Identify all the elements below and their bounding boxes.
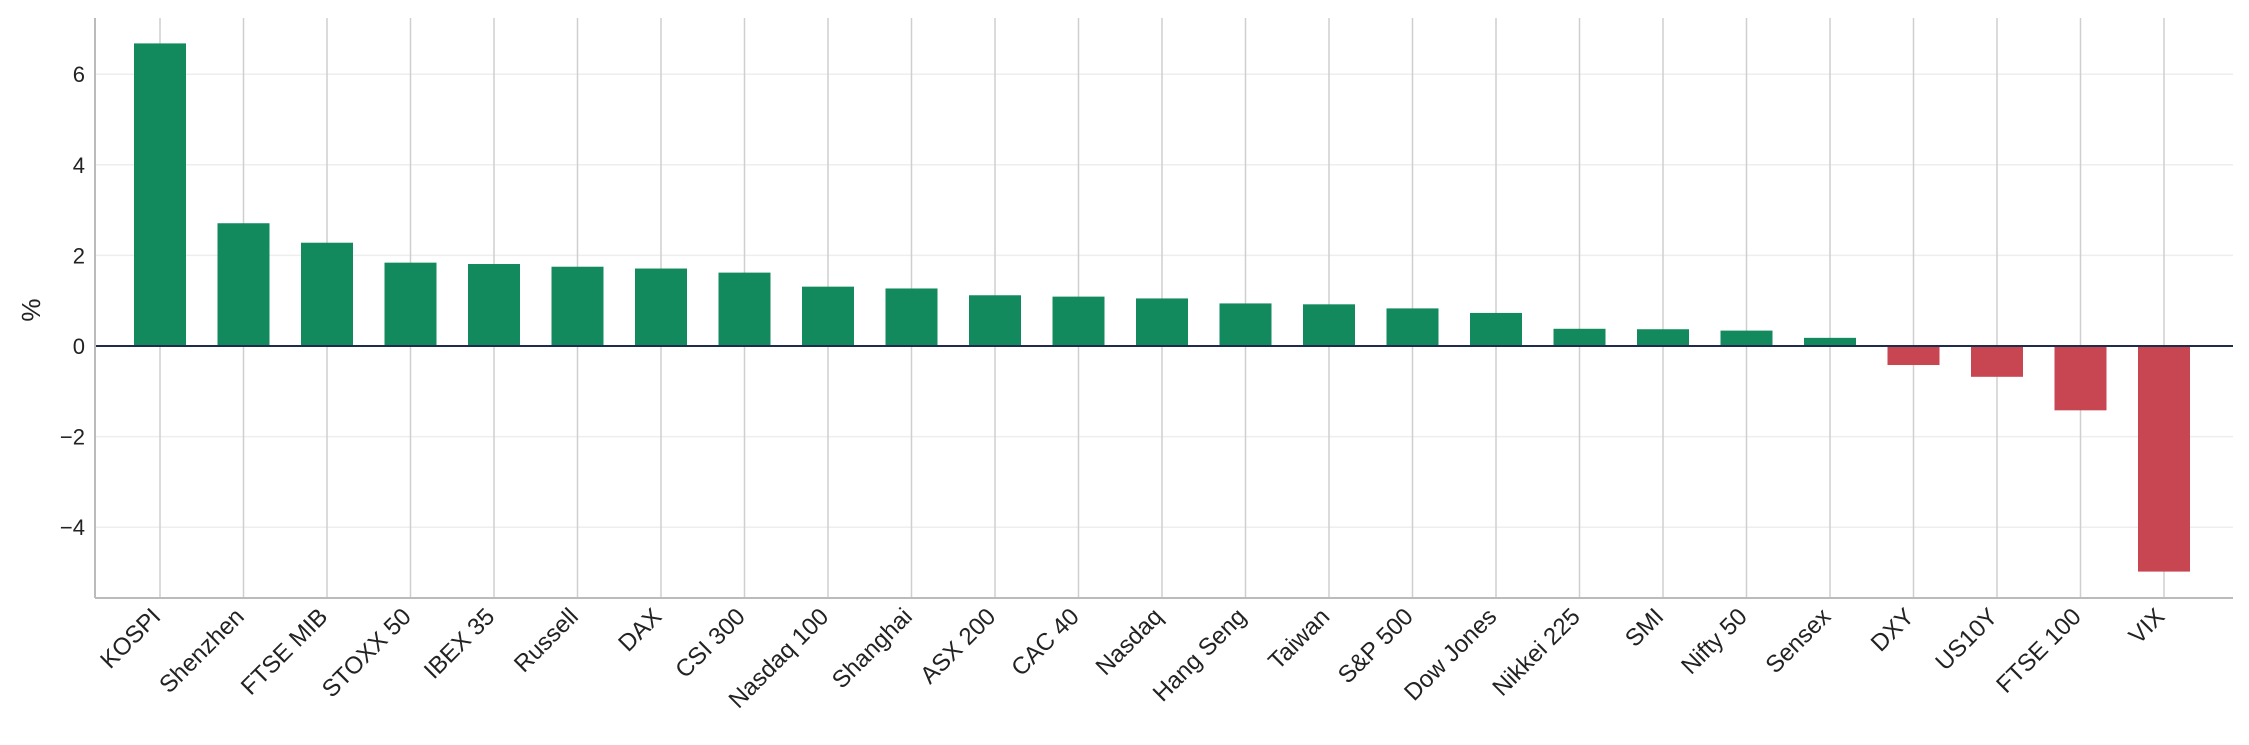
bar-taiwan [1303,304,1355,346]
x-tick-label: Nasdaq [1091,603,1169,681]
bar-ftse-100 [2054,346,2107,411]
x-tick-label: KOSPI [95,603,166,674]
x-tick-label: Taiwan [1263,603,1335,675]
x-tick-label: S&P 500 [1333,603,1419,689]
bar-vix [2138,346,2190,572]
bar-us10y [1971,346,2023,377]
bar-ftse-mib [301,242,353,346]
bar-asx-200 [969,295,1021,346]
axes-layer [94,18,2233,599]
x-tick-label: DXY [1866,603,1920,657]
y-tick-label: 2 [73,243,85,268]
bar-csi-300 [718,272,771,346]
x-tick-label: Russell [509,603,584,678]
x-tick-label: Shanghai [827,603,918,694]
bar-cac-40 [1052,296,1105,346]
bar-russell [551,266,604,346]
bar-sensex [1804,337,1856,346]
bar-dax [635,268,687,346]
x-tick-label: SMI [1620,603,1669,652]
bar-smi [1637,329,1689,346]
x-tick-label: ASX 200 [915,603,1001,689]
y-tick-label: −4 [60,515,85,540]
x-tick-label: STOXX 50 [317,603,417,703]
x-tick-label: CSI 300 [670,603,750,683]
bar-nifty-50 [1720,330,1773,346]
bar-nikkei-225 [1553,328,1606,346]
bar-hang-seng [1219,303,1272,346]
bar-s-p-500 [1386,308,1439,346]
bar-dxy [1887,346,1940,366]
y-tick-label: −2 [60,425,85,450]
x-tick-label: FTSE 100 [1991,603,2086,698]
x-tick-label: DAX [613,603,667,657]
bar-shanghai [885,288,938,346]
bar-nasdaq-100 [802,286,854,346]
bar-stoxx-50 [384,262,437,346]
y-tick-label: 4 [73,153,85,178]
bar-nasdaq [1136,298,1188,346]
x-tick-label: IBEX 35 [419,603,500,684]
x-tick-label: US10Y [1930,603,2003,676]
x-tick-label: CAC 40 [1006,603,1085,682]
y-tick-label: 6 [73,62,85,87]
bar-kospi [134,43,186,347]
x-tick-label: Nifty 50 [1676,603,1753,680]
bars-layer [134,43,2190,572]
x-tick-label: Shenzhen [154,603,250,699]
y-axis-label: % [16,298,46,321]
x-tick-label: Sensex [1761,603,1837,679]
y-tick-label: 0 [73,334,85,359]
bar-ibex-35 [468,264,520,346]
x-tick-label: Nikkei 225 [1487,603,1585,701]
x-tick-label: VIX [2124,603,2170,649]
bar-dow-jones [1470,312,1522,346]
bar-shenzhen [217,223,270,346]
